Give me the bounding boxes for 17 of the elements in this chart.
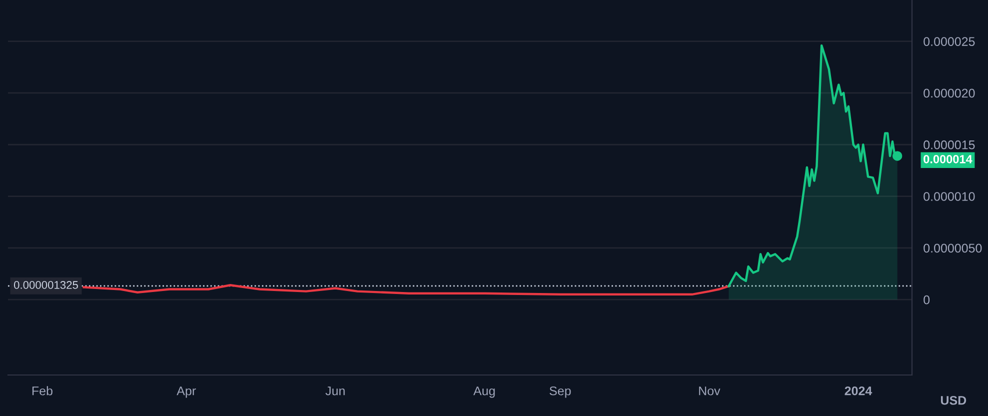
y-tick-label: 0.000015 <box>924 140 975 150</box>
x-tick-label: Nov <box>699 386 720 396</box>
x-tick-label: Jun <box>326 386 345 396</box>
y-tick-label: 0.000025 <box>924 37 975 46</box>
line-series <box>82 284 730 296</box>
x-tick-label: Aug <box>473 386 495 398</box>
x-tick-label: 2024 <box>844 386 872 396</box>
y-tick-label: 0.000020 <box>924 88 975 98</box>
x-tick-label: Feb <box>32 386 52 396</box>
y-tick-label: 0.0000050 <box>924 244 982 253</box>
x-tick-label: Apr <box>176 386 196 398</box>
y-tick-label: 0 <box>924 295 930 304</box>
y-tick-label: 0.000010 <box>924 192 975 201</box>
x-tick-label: Sep <box>550 386 571 398</box>
annotation: 0.000014 <box>924 154 972 164</box>
text: USD <box>940 396 966 405</box>
ref-line-label: 0.000001325 <box>14 281 78 289</box>
